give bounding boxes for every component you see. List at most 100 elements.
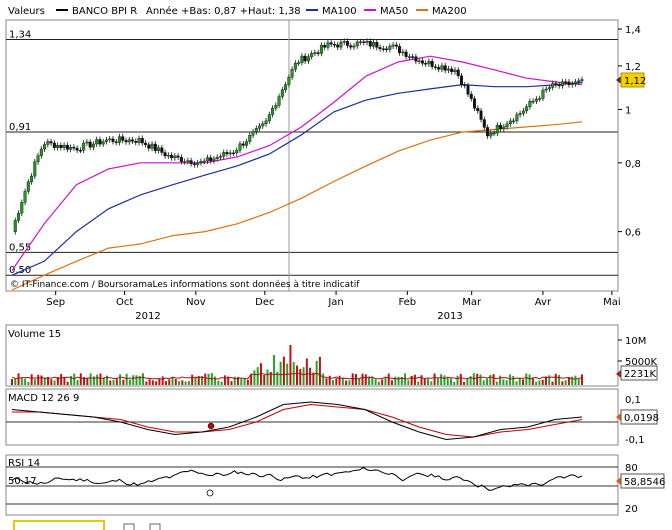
volume-bar bbox=[191, 374, 194, 385]
volume-bar bbox=[463, 381, 466, 385]
year-label-2013: 2013 bbox=[437, 311, 462, 322]
candle-body bbox=[567, 81, 571, 85]
candlestick-series bbox=[13, 38, 584, 235]
candle-body bbox=[85, 141, 89, 144]
toolbar-save-icon[interactable] bbox=[149, 523, 161, 530]
volume-bar bbox=[436, 378, 439, 385]
volume-bar bbox=[109, 380, 112, 385]
macd-y-axis: 0,1 -0,1 0,0198 bbox=[616, 395, 659, 446]
candle-body bbox=[329, 42, 333, 45]
candle-body bbox=[414, 56, 418, 62]
month-label: Avr bbox=[535, 297, 552, 308]
month-label: Nov bbox=[186, 297, 206, 308]
reference-label: 0,55 bbox=[9, 242, 31, 253]
volume-bar bbox=[489, 374, 492, 385]
price-pointer-icon bbox=[616, 76, 621, 84]
volume-tick-label-5000k: 5000K bbox=[625, 357, 657, 368]
candle-body bbox=[430, 60, 434, 67]
candle-body bbox=[104, 139, 108, 142]
candle-body bbox=[345, 41, 349, 46]
volume-bar bbox=[194, 377, 197, 385]
candle-body bbox=[453, 69, 457, 73]
candle-body bbox=[199, 161, 203, 163]
candle-body bbox=[258, 125, 262, 129]
volume-bar bbox=[492, 374, 495, 385]
ma50-line bbox=[11, 55, 583, 271]
volume-bar bbox=[33, 379, 36, 385]
series-name: BANCO BPI R bbox=[72, 6, 137, 17]
candle-body bbox=[183, 161, 187, 163]
volume-bar bbox=[158, 378, 161, 385]
volume-bar bbox=[217, 380, 220, 385]
volume-bar bbox=[164, 381, 167, 385]
toolbar-highlight-button[interactable] bbox=[13, 520, 105, 530]
candle-body bbox=[137, 138, 141, 143]
candle-body bbox=[476, 107, 480, 112]
candle-body bbox=[339, 41, 343, 48]
candle-body bbox=[33, 161, 37, 177]
volume-bar bbox=[345, 380, 348, 385]
candle-body bbox=[349, 45, 353, 48]
candle-body bbox=[72, 146, 76, 149]
candle-body bbox=[287, 77, 291, 85]
rsi-tick-label-20: 20 bbox=[625, 504, 638, 515]
candle-body bbox=[91, 143, 95, 148]
candle-body bbox=[23, 191, 27, 203]
volume-title: Volume 15 bbox=[8, 329, 61, 340]
volume-bar bbox=[410, 375, 413, 385]
candle-body bbox=[127, 139, 131, 143]
candle-body bbox=[469, 93, 473, 99]
candle-body bbox=[394, 44, 398, 47]
volume-bar bbox=[269, 372, 272, 385]
ma200-line bbox=[11, 121, 583, 291]
candle-body bbox=[378, 47, 382, 49]
ma100-series-line bbox=[11, 81, 583, 276]
candle-body bbox=[140, 138, 144, 144]
candle-body bbox=[293, 62, 297, 70]
price-axis-tick-label: 1,2 bbox=[625, 62, 641, 73]
rsi-y-axis: 80 20 58,8546 bbox=[616, 463, 665, 515]
volume-bar bbox=[551, 381, 554, 385]
candle-body bbox=[117, 136, 121, 143]
volume-bar bbox=[341, 377, 344, 385]
toolbar-print-icon[interactable] bbox=[123, 523, 135, 530]
candle-body bbox=[121, 136, 125, 141]
candle-body bbox=[398, 46, 402, 54]
candle-body bbox=[186, 160, 190, 162]
volume-bar bbox=[145, 381, 148, 385]
volume-bar bbox=[453, 381, 456, 385]
candle-body bbox=[300, 55, 304, 63]
macd-tick-label-bottom: -0,1 bbox=[625, 435, 645, 446]
volume-bar bbox=[243, 377, 246, 385]
candle-body bbox=[459, 75, 463, 85]
volume-bar bbox=[531, 378, 534, 385]
volume-bar bbox=[384, 377, 387, 385]
volume-bar bbox=[535, 381, 538, 385]
candle-body bbox=[65, 144, 69, 150]
volume-bar bbox=[407, 380, 410, 385]
candle-body bbox=[267, 114, 271, 122]
volume-bar bbox=[237, 377, 240, 385]
volume-bar bbox=[348, 380, 351, 385]
candle-body bbox=[332, 43, 336, 46]
candle-body bbox=[303, 55, 307, 62]
volume-bar bbox=[394, 376, 397, 385]
volume-bar bbox=[279, 361, 282, 385]
macd-panel-frame bbox=[5, 388, 619, 446]
rsi-pointer-icon bbox=[616, 477, 621, 485]
price-current-badge: 1,12 bbox=[616, 72, 646, 88]
candle-body bbox=[401, 51, 405, 54]
candle-body bbox=[245, 141, 249, 146]
candle-body bbox=[577, 80, 581, 83]
candle-body bbox=[160, 147, 164, 153]
candle-body bbox=[554, 83, 558, 85]
candle-body bbox=[359, 41, 363, 43]
candle-body bbox=[56, 145, 60, 148]
candle-body bbox=[437, 67, 441, 70]
month-label: Dec bbox=[255, 297, 274, 308]
volume-bar bbox=[102, 378, 105, 385]
volume-bar bbox=[548, 375, 551, 385]
candle-body bbox=[271, 107, 275, 115]
volume-bar bbox=[364, 374, 367, 385]
volume-bar bbox=[138, 375, 141, 385]
